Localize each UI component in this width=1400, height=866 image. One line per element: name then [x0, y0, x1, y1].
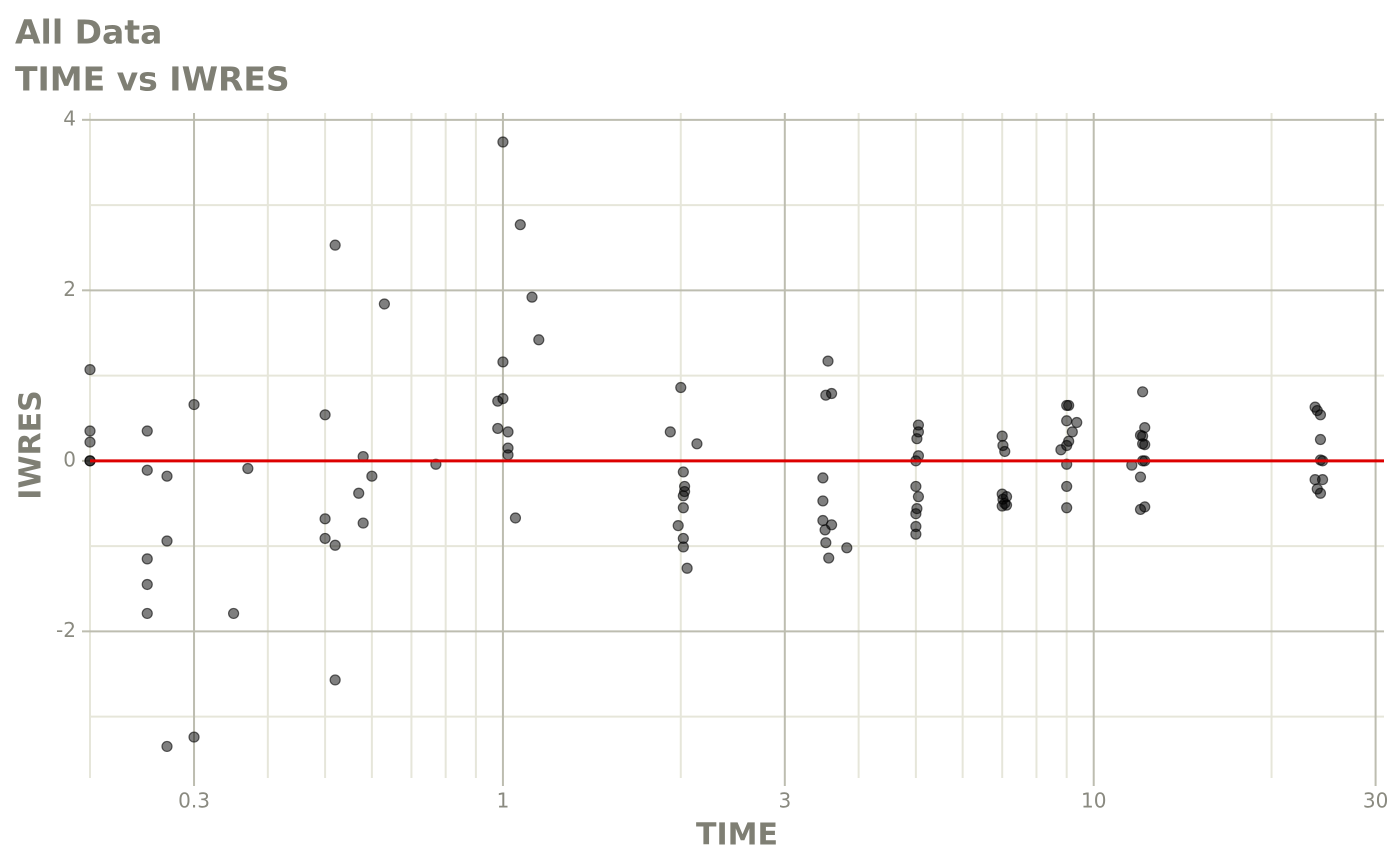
point	[533, 334, 545, 346]
y-tick-label: 0	[63, 447, 76, 471]
point	[509, 512, 522, 524]
x-tick-label: 0.3	[178, 789, 210, 813]
plot-area	[84, 136, 1384, 753]
point	[141, 464, 153, 476]
point	[677, 502, 689, 514]
point	[675, 381, 687, 394]
point	[825, 519, 838, 531]
point	[141, 578, 153, 591]
point	[188, 731, 200, 743]
point	[910, 528, 922, 540]
point	[672, 520, 684, 532]
point	[502, 449, 514, 461]
point	[817, 495, 829, 507]
point	[664, 426, 676, 438]
point	[329, 674, 341, 686]
chart-title: All Data	[15, 13, 162, 52]
point	[319, 409, 331, 421]
point	[1314, 409, 1327, 421]
point	[912, 426, 925, 438]
point	[1061, 415, 1073, 427]
point	[823, 552, 835, 564]
point	[161, 470, 173, 482]
x-axis-title: TIME	[696, 818, 778, 853]
point	[329, 239, 341, 251]
point	[497, 136, 509, 148]
point	[825, 387, 838, 400]
point	[161, 535, 173, 547]
point	[141, 607, 153, 620]
point	[677, 466, 689, 478]
x-tick-label: 3	[778, 789, 791, 813]
point	[677, 541, 689, 553]
point	[1071, 416, 1083, 429]
grid	[82, 113, 1384, 786]
point	[822, 355, 834, 367]
x-tick-label: 1	[497, 789, 510, 813]
point	[141, 553, 153, 565]
point	[319, 513, 331, 525]
point	[841, 542, 853, 554]
point	[161, 740, 173, 753]
y-tick-label: 4	[63, 106, 76, 130]
point	[357, 517, 369, 529]
point	[1314, 433, 1327, 446]
point	[1000, 499, 1013, 511]
point	[681, 562, 693, 574]
point	[84, 425, 96, 437]
point	[84, 364, 96, 376]
point	[329, 539, 341, 551]
point	[1066, 426, 1078, 438]
point	[1139, 421, 1151, 434]
x-tick-label: 10	[1081, 789, 1106, 813]
point	[227, 607, 240, 620]
point	[242, 462, 254, 475]
point	[911, 502, 923, 515]
point	[996, 430, 1008, 442]
point	[1134, 471, 1147, 483]
y-tick-label: 2	[63, 277, 76, 301]
point	[526, 291, 538, 303]
point	[912, 491, 925, 503]
point	[366, 470, 378, 482]
y-axis-title: IWRES	[14, 390, 49, 499]
point	[1063, 399, 1075, 412]
point	[497, 393, 509, 405]
y-tick-label: -2	[56, 618, 76, 642]
point	[1316, 474, 1329, 486]
point	[353, 487, 365, 499]
x-tick-label: 30	[1363, 789, 1388, 813]
point	[910, 480, 922, 493]
point	[912, 450, 925, 462]
point	[1314, 487, 1327, 499]
point	[999, 445, 1011, 458]
point	[502, 426, 514, 438]
point	[1061, 480, 1073, 493]
point	[817, 472, 829, 484]
point	[497, 356, 509, 368]
point	[514, 219, 526, 231]
point	[1063, 435, 1075, 447]
point	[1061, 502, 1073, 514]
point	[1137, 386, 1149, 398]
point	[319, 532, 331, 545]
point	[1139, 439, 1151, 451]
point	[84, 436, 96, 448]
point	[1139, 501, 1151, 513]
point	[188, 398, 200, 411]
point	[492, 422, 504, 435]
point	[678, 485, 691, 498]
chart-subtitle: TIME vs IWRES	[15, 60, 290, 99]
point	[820, 537, 832, 549]
point	[691, 438, 703, 450]
point	[378, 298, 390, 310]
point	[141, 425, 153, 437]
